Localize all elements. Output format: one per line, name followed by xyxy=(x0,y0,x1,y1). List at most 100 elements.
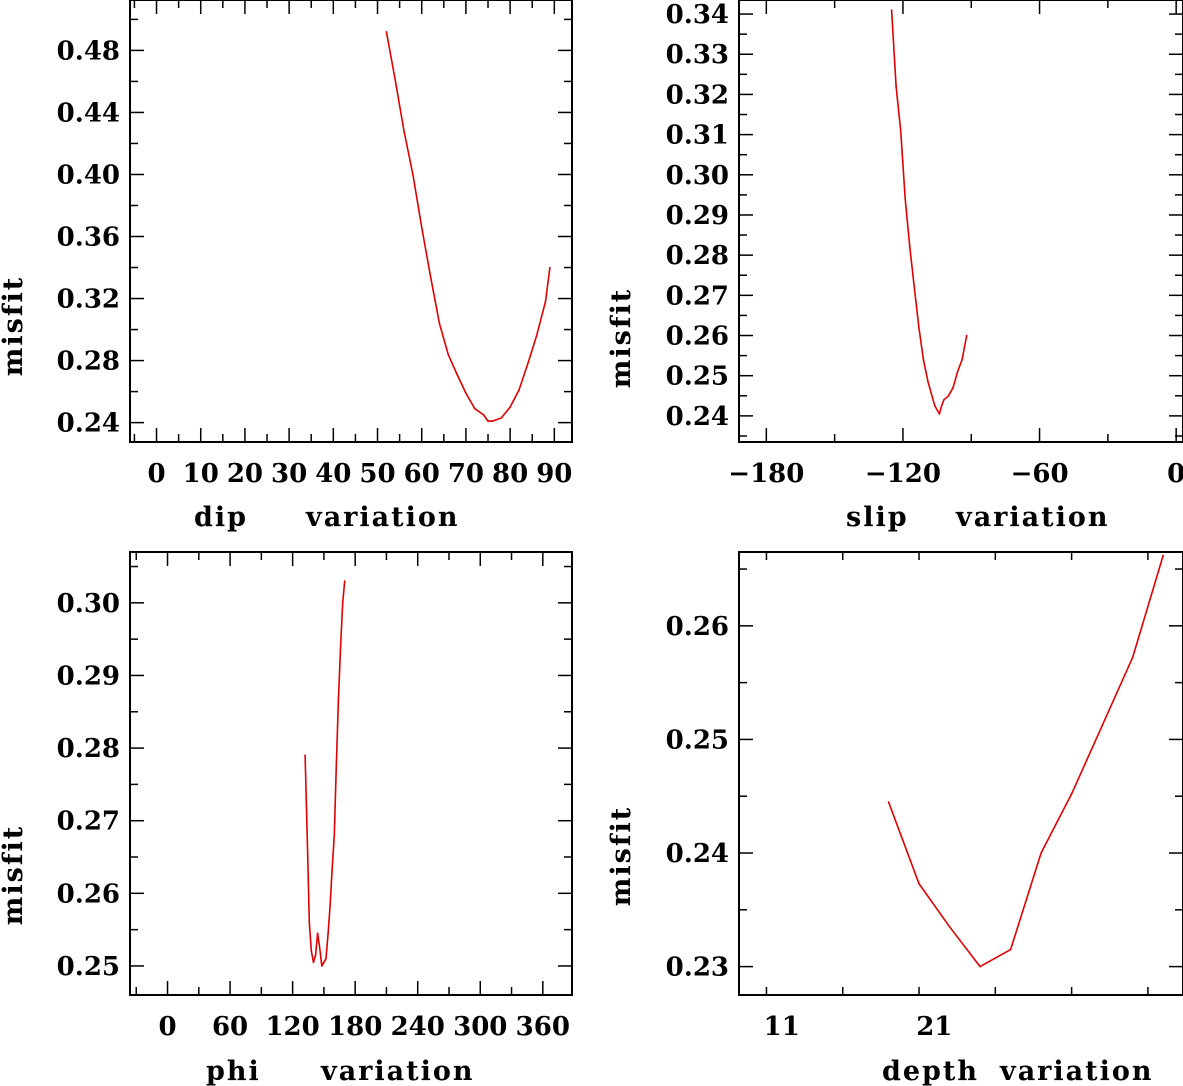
x-axis-title-suffix: variation xyxy=(955,502,1110,533)
data-point xyxy=(473,407,476,410)
x-tick-label: 80 xyxy=(492,459,528,489)
data-point xyxy=(1131,656,1134,659)
x-tick-label: −180 xyxy=(728,459,804,489)
data-point xyxy=(1101,724,1103,727)
x-tick-label: 11 xyxy=(764,1012,800,1042)
y-tick-label: 0.26 xyxy=(57,879,120,909)
data-point xyxy=(312,961,315,964)
data-point xyxy=(438,322,441,325)
misfit-series-line xyxy=(890,9,968,415)
y-tick-label: 0.34 xyxy=(666,0,729,30)
data-point xyxy=(535,334,538,337)
x-tick-label: 0 xyxy=(1167,459,1183,489)
y-tick-label: 0.30 xyxy=(57,589,120,619)
data-point xyxy=(927,380,929,383)
data-point xyxy=(936,409,938,411)
x-tick-label: 40 xyxy=(315,459,351,489)
data-point xyxy=(500,417,503,419)
y-tick-label: 0.44 xyxy=(57,98,120,128)
data-point xyxy=(956,370,959,373)
y-tick-label: 0.27 xyxy=(666,281,729,311)
y-tick-label: 0.25 xyxy=(666,362,729,392)
x-tick-label: 120 xyxy=(265,1012,319,1042)
x-tick-label: 50 xyxy=(359,459,395,489)
y-tick-label: 0.26 xyxy=(666,322,729,352)
data-point xyxy=(940,405,943,407)
data-point xyxy=(310,950,313,953)
data-point xyxy=(337,696,340,699)
data-point xyxy=(934,405,936,407)
x-tick-label: 90 xyxy=(536,459,572,489)
x-axis-title-suffix: variation xyxy=(305,502,460,533)
data-point xyxy=(961,358,963,361)
x-tick-label: −60 xyxy=(1011,459,1069,489)
x-tick-label: 300 xyxy=(453,1012,507,1042)
plot-frame xyxy=(738,551,1183,996)
data-point xyxy=(482,414,485,416)
data-point xyxy=(922,358,925,361)
data-point xyxy=(316,932,319,935)
data-point xyxy=(913,286,916,289)
data-point xyxy=(947,394,950,397)
data-point xyxy=(527,362,529,365)
data-point xyxy=(339,645,342,648)
data-point xyxy=(899,129,902,132)
x-tick-label: 0 xyxy=(158,1012,176,1042)
x-axis-title: slip xyxy=(846,502,909,533)
misfit-series-line xyxy=(887,555,1164,968)
data-point xyxy=(306,834,309,837)
data-point xyxy=(948,926,951,928)
data-point xyxy=(329,903,331,906)
chart-panel-4: 11 21 0.23 0.24 0.25 0.26 depth variation misfit xyxy=(606,551,1183,1086)
y-tick-label: 0.24 xyxy=(666,402,729,432)
data-point xyxy=(412,173,414,176)
y-tick-label: 0.23 xyxy=(666,953,729,983)
data-point xyxy=(931,397,934,399)
data-point xyxy=(304,754,306,757)
data-point xyxy=(465,392,467,394)
data-point xyxy=(385,30,388,33)
y-tick-label: 0.25 xyxy=(57,952,120,982)
plot-frame xyxy=(129,0,573,443)
y-tick-label: 0.29 xyxy=(57,661,120,691)
y-tick-label: 0.28 xyxy=(57,734,120,764)
data-point xyxy=(447,353,450,356)
y-tick-label: 0.40 xyxy=(57,160,120,190)
plot-frame xyxy=(738,0,1183,443)
x-tick-label: 360 xyxy=(516,1012,570,1042)
data-point xyxy=(325,957,327,960)
x-axis-title-suffix: variation xyxy=(320,1056,475,1086)
x-axis-title: depth xyxy=(882,1056,979,1086)
data-point xyxy=(1040,852,1042,854)
x-axis-title-suffix: variation xyxy=(999,1056,1154,1086)
data-point xyxy=(420,226,423,229)
y-axis-title: misfit xyxy=(0,276,29,376)
x-tick-label: 70 xyxy=(448,459,484,489)
data-point xyxy=(1070,793,1073,795)
data-point xyxy=(403,130,405,132)
y-tick-label: 0.28 xyxy=(666,241,729,271)
data-point xyxy=(1162,554,1164,557)
data-point xyxy=(979,965,981,968)
x-axis-title: dip xyxy=(194,502,248,533)
chart-panel-2: −180 −120 −60 0 0.24 0.25 0.26 0.27 0.28 0.29 0.30… xyxy=(606,0,1183,533)
data-point xyxy=(895,85,897,88)
y-tick-label: 0.27 xyxy=(57,807,120,837)
y-tick-label: 0.31 xyxy=(666,121,729,151)
y-tick-label: 0.24 xyxy=(57,409,120,439)
data-point xyxy=(335,761,338,764)
y-axis-title: misfit xyxy=(606,806,637,906)
plot-frame xyxy=(129,551,573,996)
x-tick-label: 10 xyxy=(183,459,219,489)
y-tick-label: 0.32 xyxy=(666,80,729,110)
y-tick-label: 0.33 xyxy=(666,40,729,70)
data-point xyxy=(943,399,945,401)
data-point xyxy=(491,420,494,422)
data-point xyxy=(318,946,321,949)
data-point xyxy=(518,389,520,391)
x-tick-label: 180 xyxy=(328,1012,382,1042)
x-tick-label: 0 xyxy=(147,459,165,489)
y-axis-title: misfit xyxy=(606,288,637,388)
data-point xyxy=(918,882,920,885)
